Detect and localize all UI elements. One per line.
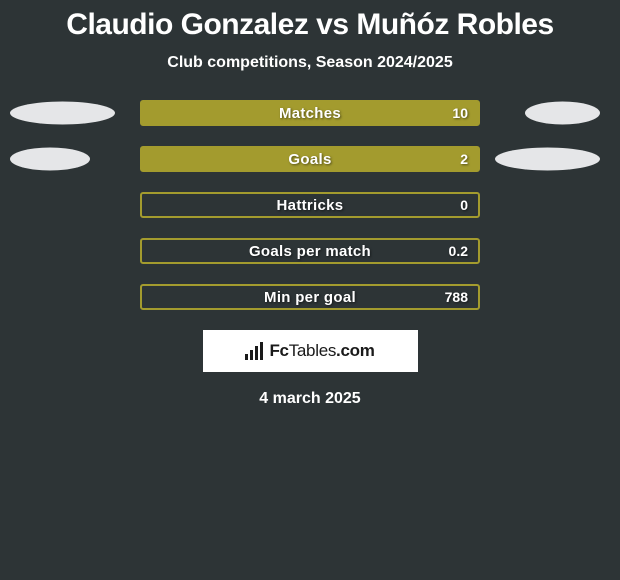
logo-text-1: Fc (269, 341, 288, 360)
page-title: Claudio Gonzalez vs Muñóz Robles (66, 8, 553, 42)
stat-bar: Matches 10 (140, 100, 480, 126)
stat-value: 2 (460, 151, 468, 167)
stat-bar: Min per goal 788 (140, 284, 480, 310)
subtitle: Club competitions, Season 2024/2025 (167, 54, 452, 72)
date-label: 4 march 2025 (259, 390, 360, 408)
stat-bar: Goals per match 0.2 (140, 238, 480, 264)
stat-value: 0.2 (449, 243, 468, 259)
stat-row: Hattricks 0 (0, 192, 620, 218)
left-ellipse (10, 102, 115, 125)
stat-row: Min per goal 788 (0, 284, 620, 310)
stat-label: Hattricks (277, 197, 344, 214)
stat-value: 10 (452, 105, 468, 121)
logo-box: FcTables.com (203, 330, 418, 372)
logo-bars-icon (245, 342, 265, 360)
stat-row: Goals per match 0.2 (0, 238, 620, 264)
stat-row: Goals 2 (0, 146, 620, 172)
stat-value: 788 (445, 289, 468, 305)
stat-rows: Matches 10 Goals 2 Hattricks 0 Goals per match… (0, 100, 620, 310)
comparison-infographic: Claudio Gonzalez vs Muñóz Robles Club co… (0, 0, 620, 580)
left-ellipse (10, 148, 90, 171)
stat-label: Goals (288, 151, 331, 168)
stat-label: Matches (279, 105, 341, 122)
stat-bar: Hattricks 0 (140, 192, 480, 218)
stat-bar: Goals 2 (140, 146, 480, 172)
logo-text: FcTables.com (269, 341, 374, 361)
right-ellipse (525, 102, 600, 125)
stat-value: 0 (460, 197, 468, 213)
stat-row: Matches 10 (0, 100, 620, 126)
logo-text-3: .com (336, 341, 374, 360)
right-ellipse (495, 148, 600, 171)
logo-text-2: Tables (289, 341, 336, 360)
stat-label: Min per goal (264, 289, 356, 306)
stat-label: Goals per match (249, 243, 371, 260)
